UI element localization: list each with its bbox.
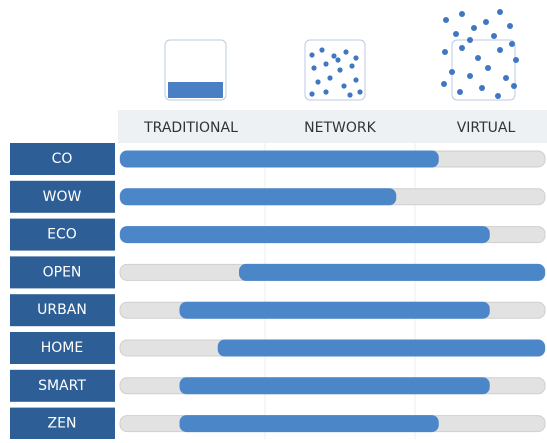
icon-dots [309, 9, 519, 99]
dot [309, 52, 315, 58]
dot [341, 83, 347, 89]
header-band [118, 110, 547, 143]
dot [491, 33, 497, 39]
row-label: OPEN [43, 264, 82, 280]
dot [497, 47, 503, 53]
dot [343, 49, 349, 55]
network-icon [304, 39, 366, 101]
dot [509, 41, 515, 47]
dot [315, 79, 321, 85]
range-bar [120, 188, 397, 206]
dot [337, 67, 343, 73]
dot [471, 25, 477, 31]
row-label: URBAN [37, 302, 87, 318]
dot [467, 73, 473, 79]
dot [311, 65, 317, 71]
dot [453, 31, 459, 37]
dot [353, 55, 359, 61]
dot [503, 75, 509, 81]
dot [459, 11, 465, 17]
dot [331, 53, 337, 59]
range-bar [120, 150, 439, 168]
range-bar [179, 415, 439, 433]
row-label-box [10, 369, 115, 402]
dot [441, 81, 447, 87]
dot [457, 89, 463, 95]
row-label: ZEN [48, 416, 77, 432]
dot [479, 85, 485, 91]
dot [483, 19, 489, 25]
dot [449, 69, 455, 75]
column-label: NETWORK [304, 120, 376, 136]
dot [507, 23, 513, 29]
dot [349, 63, 355, 69]
row-label-box [10, 294, 115, 327]
row-label-box [10, 143, 115, 175]
row-label-box [10, 180, 115, 213]
dot [309, 91, 315, 97]
dot [323, 89, 329, 95]
row-label-box [10, 218, 115, 251]
dot [357, 89, 363, 95]
dot [485, 65, 491, 71]
row-label-box [10, 332, 115, 364]
dot [495, 93, 501, 99]
row-label: WOW [43, 189, 82, 205]
column-label: TRADITIONAL [143, 120, 238, 136]
range-bar [179, 377, 490, 395]
dot [353, 77, 359, 83]
range-bar [179, 301, 490, 319]
dot [327, 75, 333, 81]
row-label: ECO [47, 227, 77, 243]
dot [443, 17, 449, 23]
dot [335, 57, 341, 63]
dot [347, 92, 353, 98]
dot [513, 57, 519, 63]
row-label-box [10, 407, 115, 440]
range-bar [217, 339, 545, 357]
dot [442, 49, 448, 55]
dot [475, 55, 481, 61]
row-label: CO [52, 151, 73, 167]
dot [497, 9, 503, 15]
dot [459, 45, 465, 51]
dot [511, 83, 517, 89]
column-label: VIRTUAL [457, 120, 516, 136]
dot [323, 61, 329, 67]
dot [467, 37, 473, 43]
dot [319, 47, 325, 53]
row-label: HOME [41, 340, 83, 356]
range-bar [239, 263, 545, 281]
traditional-icon [164, 39, 227, 101]
range-bar [120, 226, 490, 244]
row-label: SMART [38, 378, 86, 394]
row-label-box [10, 256, 115, 289]
